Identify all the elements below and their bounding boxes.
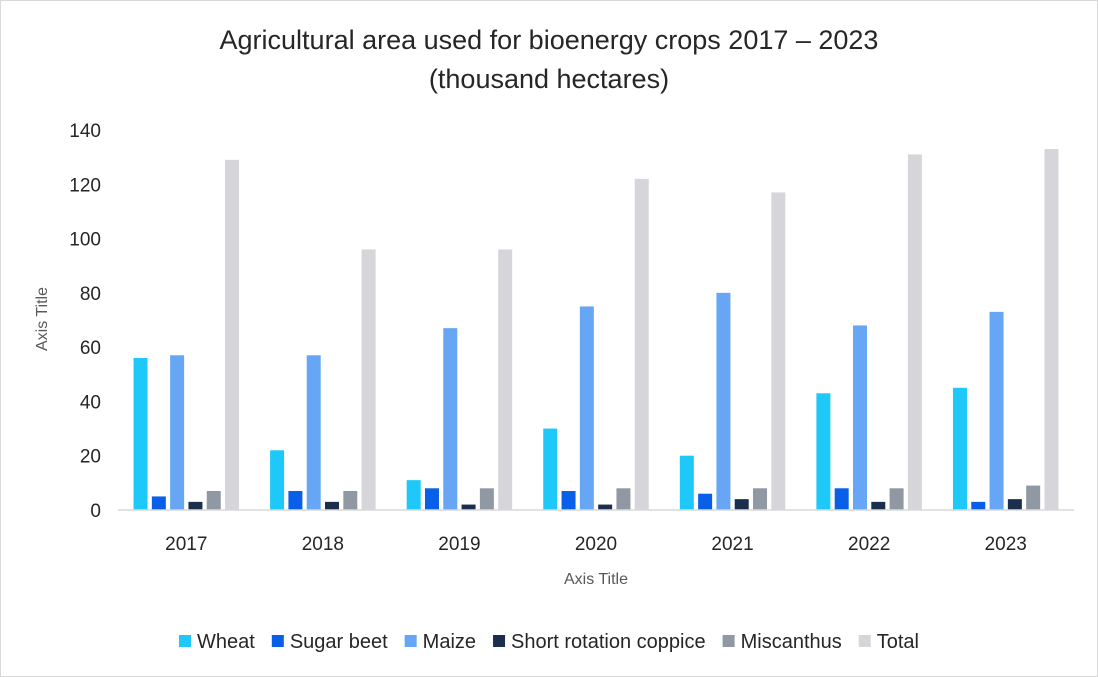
- bar-sugar-beet-2022: [834, 488, 849, 510]
- bar-maize-2018: [306, 355, 321, 510]
- bar-maize-2019: [443, 328, 458, 510]
- bar-total-2018: [361, 249, 376, 510]
- y-tick-label: 40: [80, 392, 101, 413]
- bar-short-rotation-coppice-2019: [461, 504, 476, 510]
- legend-label: Miscanthus: [741, 631, 842, 653]
- bar-sugar-beet-2021: [698, 493, 713, 510]
- x-axis-ticks: 2017 2018 2019 2020 2021 2022 2023: [165, 534, 1027, 555]
- chart-title-line1: Agricultural area used for bioenergy cro…: [220, 25, 879, 55]
- bar-miscanthus-2018: [343, 491, 358, 510]
- bar-wheat-2022: [816, 393, 831, 510]
- y-axis-title: Axis Title: [34, 287, 51, 351]
- legend-label: Wheat: [197, 631, 255, 653]
- bar-miscanthus-2023: [1026, 485, 1041, 510]
- bar-total-2017: [225, 159, 240, 510]
- bar-wheat-2018: [270, 450, 285, 510]
- bar-short-rotation-coppice-2021: [734, 499, 749, 510]
- bar-miscanthus-2019: [479, 488, 494, 510]
- bar-total-2020: [634, 178, 649, 510]
- x-tick-label: 2018: [302, 534, 344, 555]
- legend-label: Sugar beet: [290, 631, 388, 653]
- bar-sugar-beet-2023: [971, 501, 986, 510]
- legend-swatch-sugar-beet: [271, 635, 284, 647]
- bar-wheat-2020: [543, 428, 558, 510]
- bar-sugar-beet-2017: [151, 496, 166, 510]
- y-tick-label: 60: [80, 338, 101, 359]
- bar-short-rotation-coppice-2020: [598, 504, 613, 510]
- legend-swatch-miscanthus: [722, 635, 735, 647]
- bar-maize-2017: [170, 355, 185, 510]
- legend-label: Total: [877, 631, 919, 653]
- bar-wheat-2019: [406, 480, 421, 510]
- x-tick-label: 2017: [165, 534, 207, 555]
- bar-wheat-2017: [133, 358, 148, 510]
- bar-miscanthus-2022: [889, 488, 904, 510]
- bar-maize-2023: [989, 311, 1004, 510]
- y-tick-label: 140: [69, 121, 101, 142]
- bar-maize-2021: [716, 292, 731, 510]
- x-tick-label: 2019: [438, 534, 480, 555]
- y-tick-label: 20: [80, 447, 101, 468]
- y-tick-label: 100: [69, 230, 101, 251]
- bar-short-rotation-coppice-2022: [871, 501, 886, 510]
- bar-miscanthus-2017: [206, 491, 221, 510]
- y-tick-label: 120: [69, 175, 101, 196]
- bar-sugar-beet-2019: [424, 488, 439, 510]
- x-tick-label: 2020: [575, 534, 617, 555]
- bar-wheat-2021: [679, 455, 694, 510]
- legend-swatch-maize: [404, 635, 417, 647]
- legend-swatch-wheat: [179, 635, 191, 647]
- bar-sugar-beet-2020: [561, 491, 576, 510]
- bar-miscanthus-2021: [753, 488, 768, 510]
- legend-swatch-short-rotation-coppice: [493, 635, 506, 647]
- chart-title-line2: (thousand hectares): [429, 64, 669, 94]
- bar-short-rotation-coppice-2017: [188, 501, 203, 510]
- legend-label: Short rotation coppice: [511, 631, 706, 653]
- y-axis-ticks: 0 20 40 60 80 100 120 140: [69, 121, 101, 522]
- x-tick-label: 2022: [848, 534, 890, 555]
- bar-maize-2022: [852, 325, 867, 510]
- y-tick-label: 0: [90, 501, 101, 522]
- legend-swatch-total: [858, 635, 871, 647]
- bars: [133, 149, 1059, 510]
- bar-miscanthus-2020: [616, 488, 631, 510]
- bar-total-2019: [498, 249, 513, 510]
- bar-sugar-beet-2018: [288, 491, 303, 510]
- y-tick-label: 80: [80, 284, 101, 305]
- bar-short-rotation-coppice-2018: [325, 501, 340, 510]
- x-tick-label: 2021: [711, 534, 753, 555]
- bar-maize-2020: [579, 306, 594, 510]
- x-tick-label: 2023: [985, 534, 1027, 555]
- bar-short-rotation-coppice-2023: [1007, 499, 1022, 510]
- bar-total-2021: [771, 192, 786, 510]
- bar-total-2022: [907, 154, 922, 510]
- bar-wheat-2023: [952, 387, 967, 510]
- bar-total-2023: [1044, 149, 1059, 510]
- legend: Wheat Sugar beet Maize Short rotation coppi…: [179, 631, 919, 653]
- x-axis-title: Axis Title: [564, 571, 628, 588]
- legend-label: Maize: [423, 631, 476, 653]
